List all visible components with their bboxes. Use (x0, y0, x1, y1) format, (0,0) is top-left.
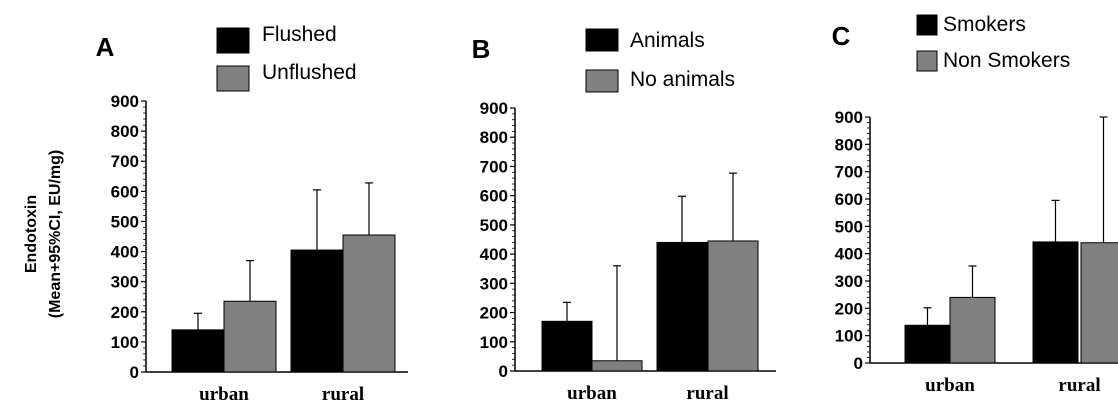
y-tick-label: 900 (111, 92, 139, 111)
y-tick-label: 300 (111, 273, 139, 292)
panel-letter: A (96, 32, 115, 62)
bar-urban-1 (949, 296, 996, 364)
legend-swatch-1 (585, 69, 619, 93)
panel-B: B Animals No animals 0 100 200 300 400 500 600 700… (472, 28, 776, 403)
bar-urban-0 (904, 324, 951, 364)
x-tick-label-rural: rural (1058, 375, 1100, 396)
bar-rural-1 (342, 234, 396, 373)
legend-swatch-1 (216, 65, 250, 92)
y-tick-label: 200 (480, 304, 508, 323)
legend-label-1: Non Smokers (943, 49, 1070, 72)
bar-rural-0 (1032, 241, 1079, 364)
legend-label-0: Flushed (262, 23, 337, 46)
y-tick-label: 200 (835, 299, 863, 318)
x-tick-label-urban: urban (925, 375, 975, 396)
y-axis-label-line1: Endotoxin (23, 195, 40, 273)
y-tick-label: 700 (480, 157, 508, 176)
legend-label-1: Unflushed (262, 61, 357, 84)
x-tick-label-urban: urban (567, 383, 617, 403)
y-tick-label: 400 (835, 245, 863, 264)
y-tick-label: 900 (835, 108, 863, 127)
y-tick-label: 800 (480, 128, 508, 147)
y-tick-label: 100 (111, 333, 139, 352)
panel-C: C Smokers Non Smokers 0 100 200 300 400 500 600 70… (832, 13, 1118, 396)
y-tick-label: 300 (835, 272, 863, 291)
panel-letter: B (472, 34, 491, 64)
bar-urban-0 (541, 320, 593, 372)
panel-letter: C (832, 21, 851, 51)
x-tick-label-urban: urban (199, 384, 249, 403)
y-tick-label: 500 (480, 216, 508, 235)
y-tick-label: 900 (480, 99, 508, 118)
legend-swatch-0 (585, 28, 619, 52)
legend-swatch-1 (916, 50, 938, 72)
y-axis-label-line2: (Mean+95%CI, EU/mg) (47, 150, 64, 318)
y-tick-label: 800 (835, 135, 863, 154)
y-tick-label: 600 (111, 182, 139, 201)
legend-label-0: Animals (630, 29, 705, 52)
legend-label-0: Smokers (943, 13, 1026, 36)
y-tick-label: 400 (111, 243, 139, 262)
y-tick-label: 800 (111, 122, 139, 141)
y-tick-label: 500 (835, 217, 863, 236)
y-tick-label: 0 (854, 354, 863, 373)
panel-A: A Flushed Unflushed 0 100 200 300 400 500 600 700 8… (96, 23, 408, 403)
legend-swatch-0 (916, 14, 938, 36)
bar-rural-1 (1080, 242, 1118, 364)
y-tick-label: 100 (480, 333, 508, 352)
x-tick-label-rural: rural (322, 384, 364, 403)
x-tick-label-rural: rural (686, 383, 728, 403)
y-tick-label: 600 (835, 190, 863, 209)
bar-rural-0 (656, 241, 708, 372)
y-tick-label: 600 (480, 187, 508, 206)
bar-urban-1 (591, 360, 643, 372)
y-tick-label: 500 (111, 212, 139, 231)
y-tick-label: 100 (835, 327, 863, 346)
bar-rural-0 (290, 249, 344, 373)
legend-label-1: No animals (630, 68, 735, 91)
y-tick-label: 300 (480, 274, 508, 293)
bar-urban-0 (171, 329, 225, 373)
y-tick-label: 200 (111, 303, 139, 322)
y-tick-label: 400 (480, 245, 508, 264)
bar-rural-1 (707, 240, 759, 372)
y-tick-label: 0 (499, 362, 508, 381)
legend-swatch-0 (216, 27, 250, 54)
y-tick-label: 0 (130, 363, 139, 382)
y-tick-label: 700 (111, 152, 139, 171)
bar-urban-1 (223, 300, 277, 373)
y-tick-label: 700 (835, 163, 863, 182)
